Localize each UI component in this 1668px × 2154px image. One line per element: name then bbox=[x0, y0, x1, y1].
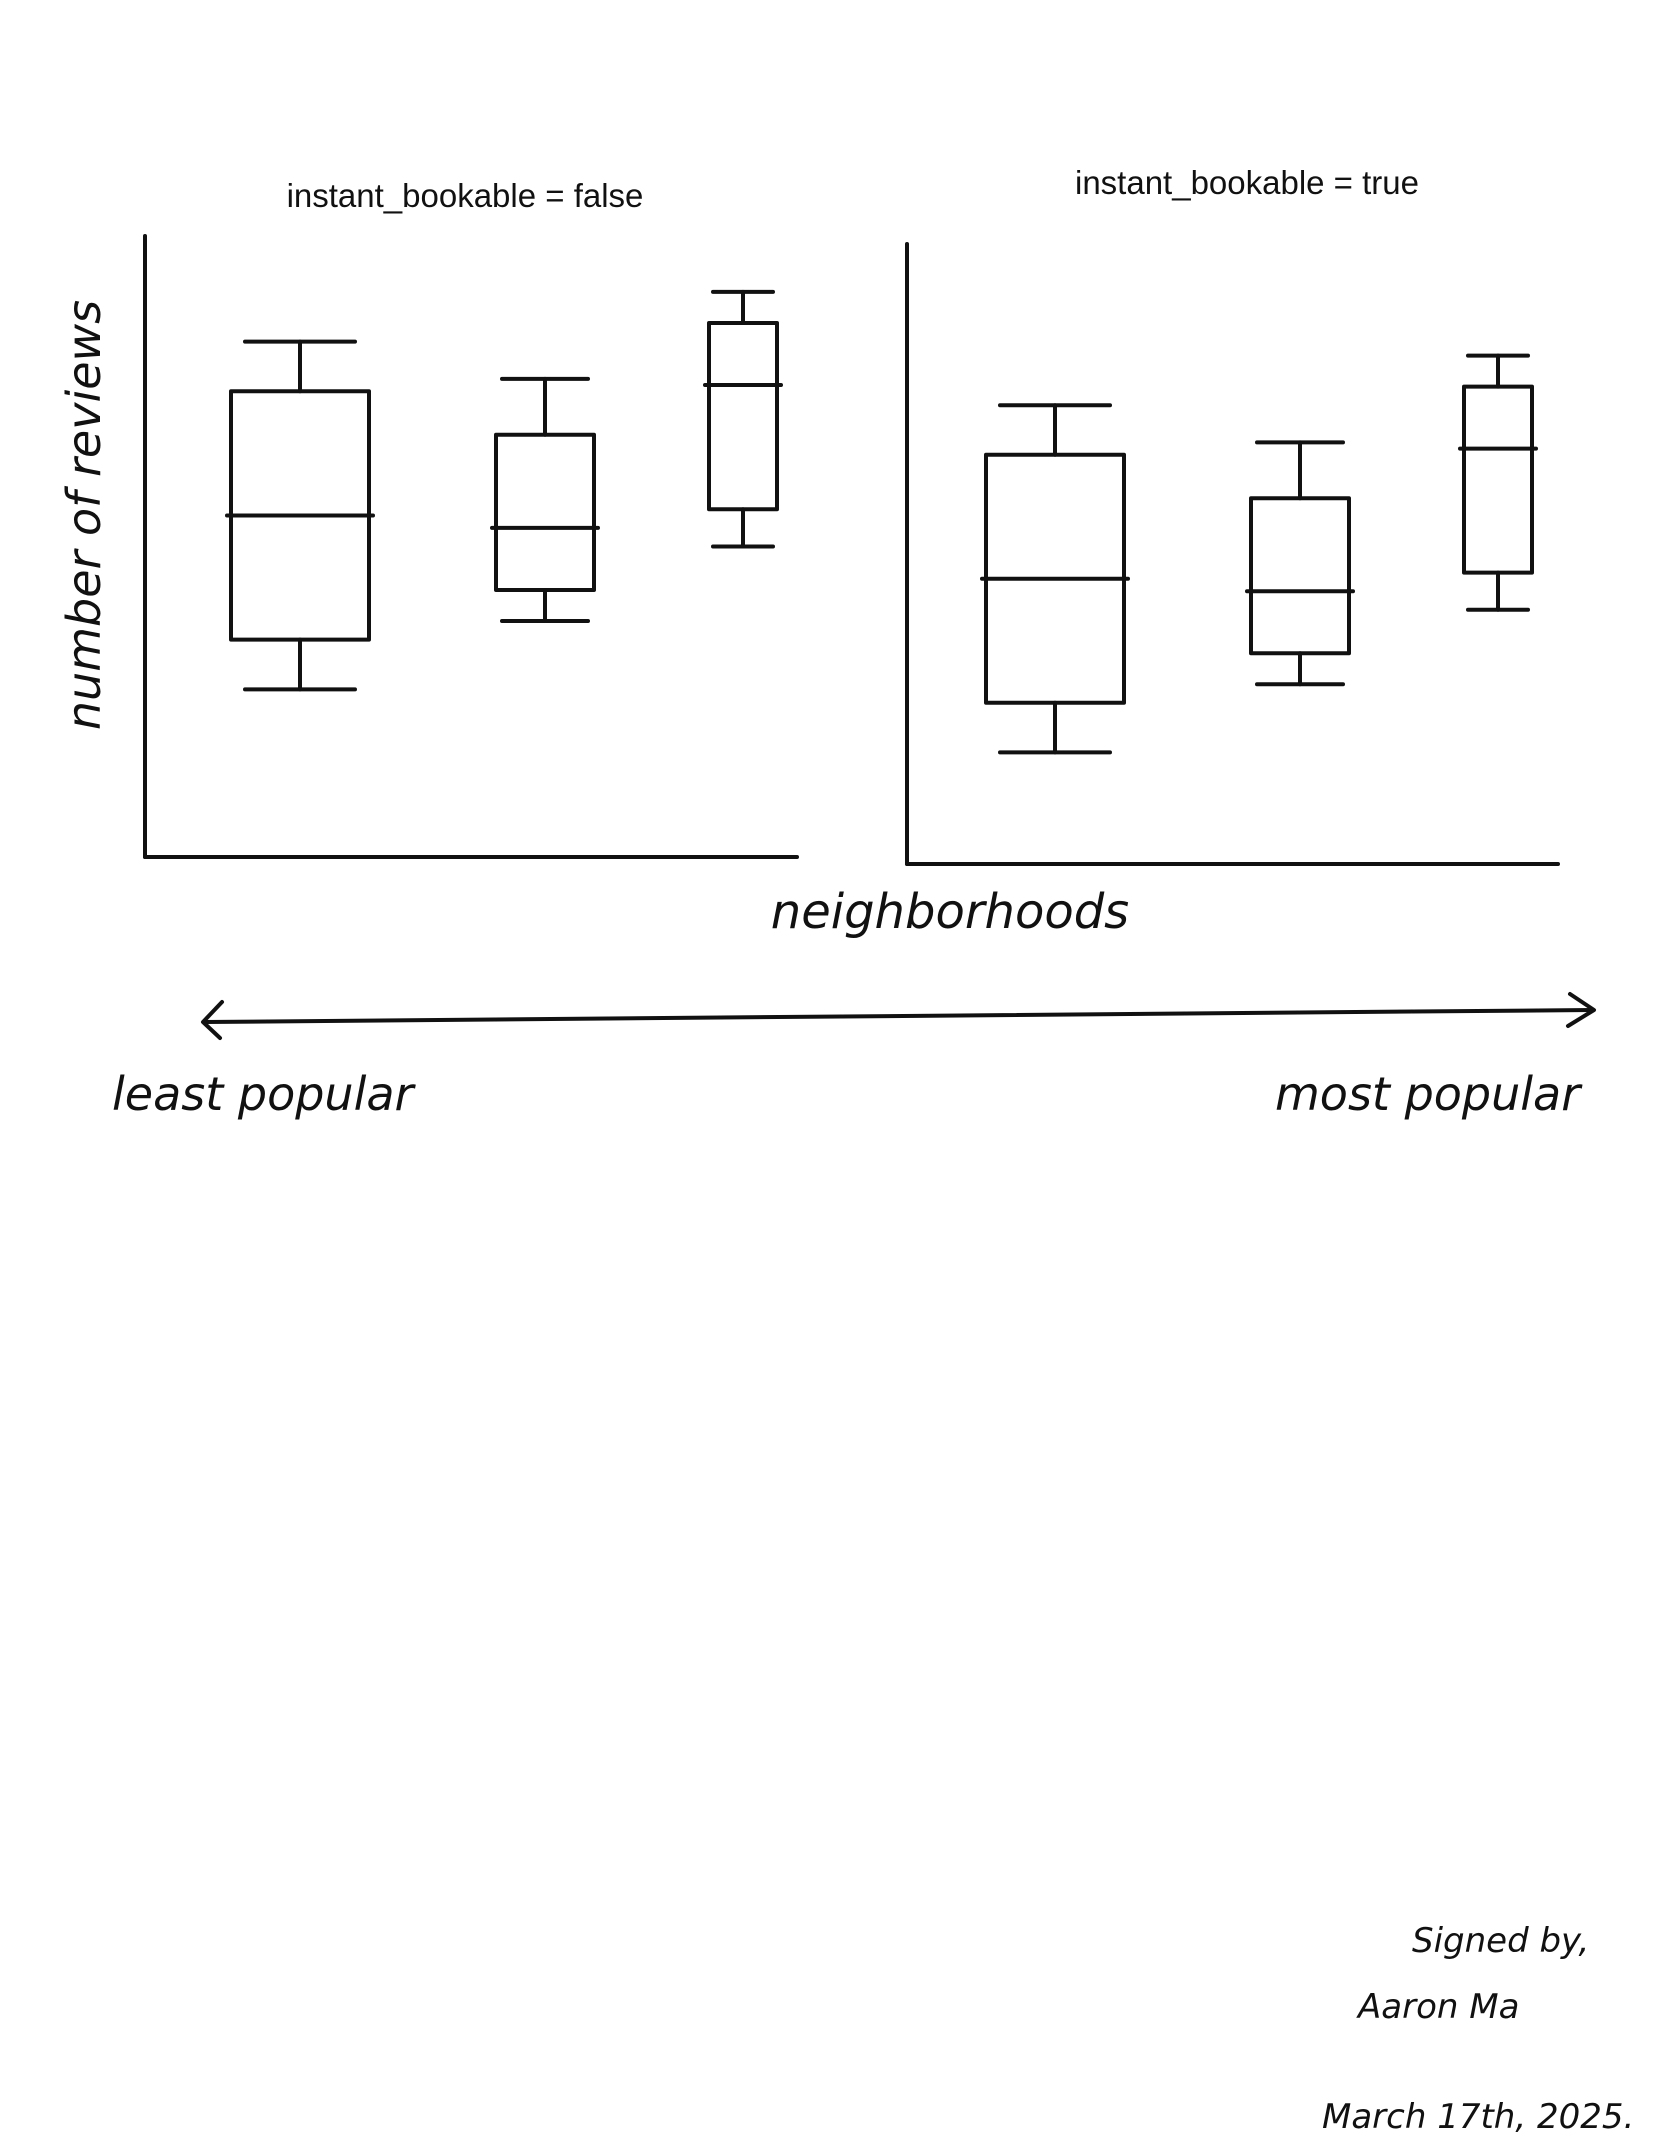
axes-panel-false bbox=[143, 234, 799, 859]
panel-title-false: instant_bookable = false bbox=[287, 177, 644, 214]
axes-panel-true bbox=[905, 242, 1560, 866]
popularity-arrow bbox=[201, 992, 1596, 1040]
least-popular-label: least popular bbox=[112, 1067, 417, 1121]
panel-2-box-2-iqr bbox=[1249, 496, 1351, 656]
boxes-layer bbox=[225, 289, 1538, 755]
panel-title-true: instant_bookable = true bbox=[1075, 164, 1419, 201]
arrow-head-right-icon bbox=[1566, 992, 1596, 1028]
most-popular-label: most popular bbox=[1275, 1067, 1583, 1121]
x-axis-label: neighborhoods bbox=[771, 884, 1129, 940]
arrow-head-left-icon bbox=[201, 1000, 224, 1040]
popularity-arrow-line bbox=[203, 1008, 1594, 1024]
panel-2-box-3-iqr bbox=[1462, 384, 1534, 575]
panel-1-box-2-iqr bbox=[494, 432, 596, 592]
signature-block: Signed by, Aaron Ma March 17th, 2025. bbox=[1322, 1921, 1634, 2137]
signature-line-3: March 17th, 2025. bbox=[1322, 2097, 1634, 2137]
panel-1-box-3-iqr bbox=[707, 320, 779, 512]
y-axis-label: number of reviews bbox=[57, 300, 111, 730]
signature-line-1: Signed by, bbox=[1412, 1921, 1589, 1961]
signature-line-2: Aaron Ma bbox=[1356, 1987, 1519, 2027]
